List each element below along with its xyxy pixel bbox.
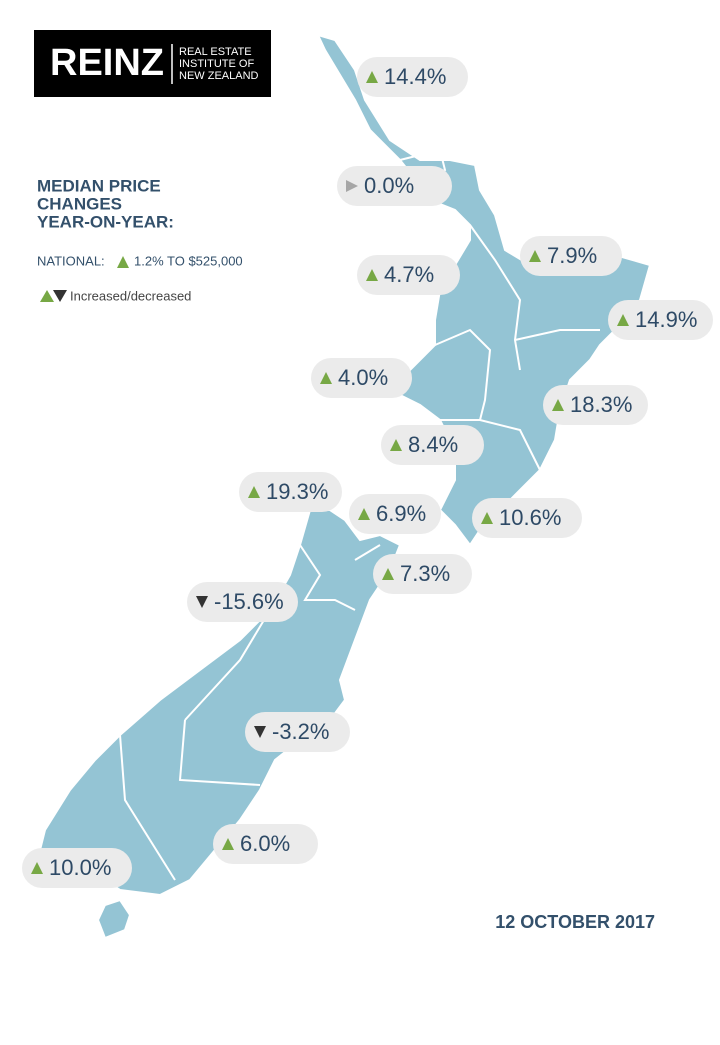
label-pill [520,236,622,276]
label-pill [381,425,484,465]
label-pill [213,824,318,864]
logo: REINZ [50,42,164,84]
direction-arrow [222,838,234,850]
region-change: 14.9% [635,307,697,332]
label-pill [373,554,472,594]
label-pill [337,166,452,206]
region-change: -15.6% [214,589,284,614]
region-change: 7.9% [547,243,597,268]
direction-arrow [529,250,541,262]
region-change: 6.0% [240,831,290,856]
region-change: 0.0% [364,173,414,198]
label-pill [22,848,132,888]
national-arrow [117,256,129,268]
region-change: 8.4% [408,432,458,457]
region-change: 19.3% [266,479,328,504]
national-label: NATIONAL: [37,253,105,268]
direction-arrow [358,508,370,520]
region-change: 4.0% [338,365,388,390]
direction-arrow [481,512,493,524]
direction-arrow [390,439,402,451]
date: 12 OCTOBER 2017 [495,912,655,932]
region-change: 6.9% [376,501,426,526]
region-change: 10.0% [49,855,111,880]
direction-arrow [248,486,260,498]
direction-arrow [346,180,358,192]
region-change: 4.7% [384,262,434,287]
region-change: 14.4% [384,64,446,89]
direction-arrow [320,372,332,384]
title: MEDIAN PRICE CHANGES YEAR-ON-YEAR: [37,176,174,231]
label-pill [311,358,412,398]
label-pill [543,385,648,425]
label-pill [349,494,441,534]
region-change: 10.6% [499,505,561,530]
label-pill [357,57,468,97]
legend-text: Increased/decreased [70,288,191,303]
direction-arrow [617,314,629,326]
logo-line: INSTITUTE OF [179,58,254,70]
direction-arrow [382,568,394,580]
direction-arrow [552,399,564,411]
label-pill [608,300,713,340]
region-change: 7.3% [400,561,450,586]
title-line: MEDIAN PRICE [37,176,161,195]
direction-arrow [366,269,378,281]
direction-arrow [366,71,378,83]
stewart-island [96,898,132,940]
region-change: 18.3% [570,392,632,417]
label-pill [239,472,342,512]
label-pill [472,498,582,538]
title-line: YEAR-ON-YEAR: [37,212,174,231]
legend-down [53,290,67,302]
logo-line: REAL ESTATE [179,46,252,58]
region-borders [119,148,600,881]
label-pill [245,712,350,752]
direction-arrow [254,726,266,738]
label-pill [357,255,460,295]
national-text: 1.2% TO $525,000 [134,253,243,268]
direction-arrow [196,596,208,608]
direction-arrow [31,862,43,874]
logo-line: NEW ZEALAND [179,70,259,82]
legend-up [40,290,54,302]
logo-box [34,30,271,97]
label-pill [187,582,298,622]
title-line: CHANGES [37,194,122,213]
region-change: -3.2% [272,719,329,744]
region-labels: 14.4% 0.0% 7.9% 4.7% 14.9% 4.0% 18.3% 8.4% 19.3%… [22,57,713,888]
